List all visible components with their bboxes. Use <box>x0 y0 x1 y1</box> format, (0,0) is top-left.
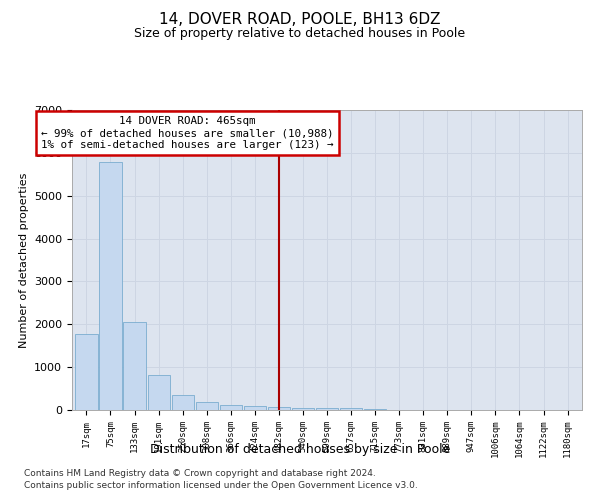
Bar <box>316 408 338 410</box>
Bar <box>148 375 170 410</box>
Bar <box>340 408 362 410</box>
Bar <box>124 322 146 410</box>
Bar <box>268 408 290 410</box>
Text: Contains HM Land Registry data © Crown copyright and database right 2024.: Contains HM Land Registry data © Crown c… <box>24 468 376 477</box>
Bar <box>292 408 314 410</box>
Text: 14, DOVER ROAD, POOLE, BH13 6DZ: 14, DOVER ROAD, POOLE, BH13 6DZ <box>159 12 441 28</box>
Bar <box>100 162 122 410</box>
Bar <box>172 396 194 410</box>
Text: Size of property relative to detached houses in Poole: Size of property relative to detached ho… <box>134 28 466 40</box>
Bar <box>364 408 386 410</box>
Bar <box>76 334 98 410</box>
Text: 14 DOVER ROAD: 465sqm
← 99% of detached houses are smaller (10,988)
1% of semi-d: 14 DOVER ROAD: 465sqm ← 99% of detached … <box>41 116 334 150</box>
Bar <box>220 405 242 410</box>
Text: Distribution of detached houses by size in Poole: Distribution of detached houses by size … <box>150 444 450 456</box>
Bar <box>196 402 218 410</box>
Text: Contains public sector information licensed under the Open Government Licence v3: Contains public sector information licen… <box>24 481 418 490</box>
Bar <box>244 406 266 410</box>
Y-axis label: Number of detached properties: Number of detached properties <box>19 172 29 348</box>
